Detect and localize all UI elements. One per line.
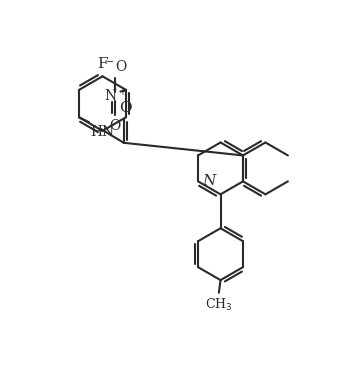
- Text: F: F: [97, 57, 108, 71]
- Text: O: O: [119, 101, 132, 115]
- Text: HN: HN: [90, 125, 114, 139]
- Text: $^-$O: $^-$O: [103, 59, 128, 74]
- Text: N: N: [203, 174, 216, 188]
- Text: CH$_3$: CH$_3$: [205, 298, 233, 314]
- Text: N$^+$: N$^+$: [103, 87, 127, 105]
- Text: O: O: [110, 119, 121, 133]
